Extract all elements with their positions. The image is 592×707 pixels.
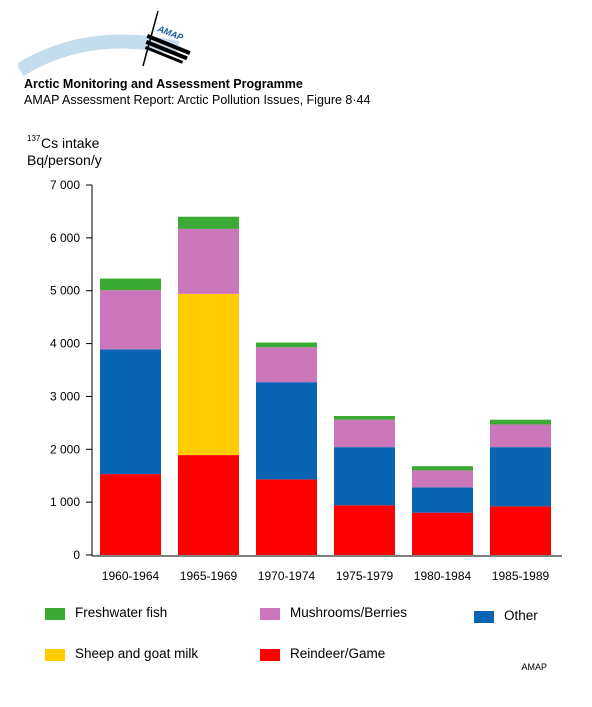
x-tick-label: 1980-1984: [414, 569, 472, 583]
report-subtitle: AMAP Assessment Report: Arctic Pollution…: [24, 93, 371, 107]
legend-label-other: Other: [504, 608, 538, 623]
y-axis-title-line-2: Bq/person/y: [27, 152, 102, 168]
bar-other-1985-1989: [490, 447, 551, 507]
logo-text-block-2: [145, 40, 188, 61]
x-tick-label: 1965-1969: [180, 569, 238, 583]
bar-reindeer-game-1960-1964: [100, 474, 161, 555]
bar-mushrooms-berries-1960-1964: [100, 290, 161, 350]
bar-reindeer-game-1975-1979: [334, 505, 395, 555]
bar-reindeer-game-1970-1974: [256, 479, 317, 555]
legend-swatch-sheep-and-goat-milk: [45, 649, 65, 661]
org-title: Arctic Monitoring and Assessment Program…: [24, 77, 303, 91]
legend-label-mushrooms-berries: Mushrooms/Berries: [290, 605, 408, 620]
bar-mushrooms-berries-1970-1974: [256, 347, 317, 383]
bar-other-1980-1984: [412, 487, 473, 513]
x-tick-label: 1985-1989: [492, 569, 550, 583]
legend-swatch-reindeer-game: [260, 649, 280, 661]
bar-mushrooms-berries-1985-1989: [490, 424, 551, 448]
legend-swatch-mushrooms-berries: [260, 608, 280, 620]
legend-label-reindeer-game: Reindeer/Game: [290, 646, 386, 661]
bar-reindeer-game-1965-1969: [178, 455, 239, 555]
amap-logo: AMAP: [18, 10, 191, 76]
bar-freshwater-fish-1985-1989: [490, 419, 551, 425]
legend-swatch-freshwater-fish: [45, 608, 65, 620]
y-tick-label: 0: [73, 548, 80, 562]
y-axis-title-superscript: 137: [27, 134, 41, 143]
y-axis-title-line-1: Cs intake: [41, 135, 100, 151]
x-tick-label: 1970-1974: [258, 569, 316, 583]
legend-label-sheep-and-goat-milk: Sheep and goat milk: [75, 646, 199, 661]
x-axis: 1960-1964 1965-1969 1970-1974 1975-1979 1980…: [102, 569, 550, 583]
bar-mushrooms-berries-1965-1969: [178, 228, 239, 294]
x-tick-label: 1960-1964: [102, 569, 160, 583]
bar-other-1975-1979: [334, 447, 395, 506]
bar-mushrooms-berries-1980-1984: [412, 470, 473, 488]
y-tick-label: 5 000: [50, 284, 80, 298]
y-tick-label: 6 000: [50, 231, 80, 245]
stacked-bar-chart: 137 Cs intake Bq/person/y 0 1 000 2 000 3 0…: [27, 134, 562, 583]
legend-label-freshwater-fish: Freshwater fish: [75, 605, 168, 620]
bars: [100, 216, 551, 555]
y-tick-label: 4 000: [50, 337, 80, 351]
y-tick-label: 3 000: [50, 389, 80, 403]
logo-text-block-3: [144, 46, 184, 64]
y-tick-label: 7 000: [50, 178, 80, 192]
bar-reindeer-game-1985-1989: [490, 506, 551, 555]
bar-freshwater-fish-1975-1979: [334, 415, 395, 420]
y-tick-label: 2 000: [50, 442, 80, 456]
x-tick-label: 1975-1979: [336, 569, 394, 583]
bar-freshwater-fish-1970-1974: [256, 342, 317, 348]
footer-credit: AMAP: [521, 662, 547, 672]
legend-swatch-other: [474, 611, 494, 623]
y-axis-title: 137 Cs intake Bq/person/y: [27, 134, 102, 168]
y-tick-label: 1 000: [50, 495, 80, 509]
y-axis: 0 1 000 2 000 3 000 4 000 5 000 6 000 7 000: [50, 178, 92, 562]
bar-other-1970-1974: [256, 382, 317, 480]
bar-mushrooms-berries-1975-1979: [334, 419, 395, 448]
bar-sheep-and-goat-milk-1965-1969: [178, 293, 239, 456]
bar-freshwater-fish-1960-1964: [100, 278, 161, 291]
bar-other-1960-1964: [100, 349, 161, 475]
logo-text-block-1: [146, 33, 191, 55]
bar-freshwater-fish-1965-1969: [178, 216, 239, 229]
bar-freshwater-fish-1980-1984: [412, 466, 473, 471]
bar-reindeer-game-1980-1984: [412, 512, 473, 555]
